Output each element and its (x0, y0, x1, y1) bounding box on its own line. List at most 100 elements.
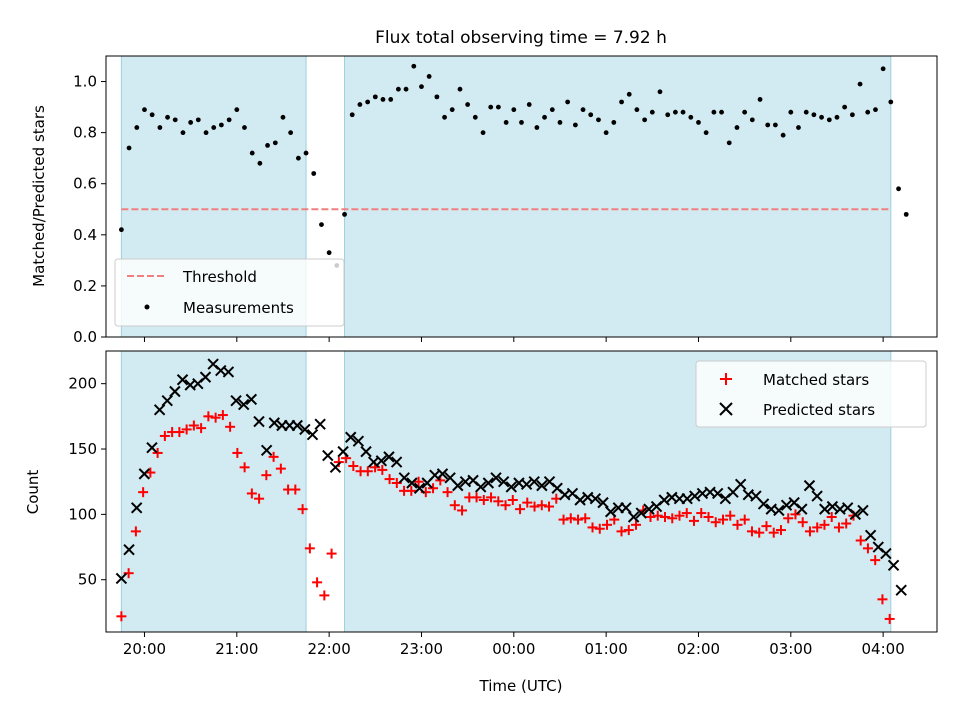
threshold-legend-label: Threshold (182, 268, 257, 286)
x-bar (559, 489, 571, 501)
figure-title: Flux total observing time = 7.92 h (375, 28, 667, 48)
measurement-point (596, 117, 601, 123)
measurement-point (642, 117, 648, 123)
ratio-x-ticks (143, 337, 884, 342)
x-bar (620, 502, 632, 514)
x-bar (872, 541, 884, 553)
predicted-star-marker (604, 506, 617, 518)
matched-star-marker (616, 526, 627, 537)
matched-star-marker (500, 500, 511, 511)
predicted-star-marker (375, 455, 388, 467)
predicted-star-marker (390, 456, 403, 468)
matched-star-marker (116, 611, 127, 622)
measurements-legend-marker (144, 304, 150, 310)
measurement-point (157, 125, 163, 130)
matched-star-marker (261, 470, 272, 481)
y-tick-label: 0.0 (73, 328, 97, 346)
x-bar (551, 482, 563, 494)
measurement-point (703, 130, 709, 136)
x-bar (750, 490, 762, 502)
x-bar (291, 419, 303, 432)
x-bar (696, 487, 709, 500)
x-bar (390, 456, 403, 468)
matched-star-marker (449, 500, 460, 511)
matched-stars-series (116, 410, 895, 624)
measurement-point (349, 112, 355, 118)
x-bar (864, 529, 877, 541)
matched-star-marker (188, 420, 199, 431)
x-bar (367, 456, 380, 468)
matched-star-marker (138, 487, 149, 498)
measurement-point (465, 102, 471, 107)
matched-star-marker (688, 515, 699, 526)
predicted-star-marker (689, 490, 701, 502)
count-y-label: Count (24, 470, 42, 515)
predicted-star-marker (796, 503, 808, 515)
x-bar (260, 444, 273, 457)
matched-star-marker (442, 487, 453, 498)
x-bar (245, 393, 258, 406)
x-bar (520, 478, 533, 491)
matched-star-marker (210, 412, 221, 423)
ratio-plot-frame (105, 55, 938, 338)
matched-star-marker (246, 488, 257, 499)
matched-star-marker (761, 521, 772, 532)
measurement-point (249, 150, 255, 156)
measurement-point (611, 120, 617, 125)
matched-star-marker (225, 421, 236, 432)
x-bar (819, 503, 831, 515)
x-bar (811, 490, 823, 502)
predicted-star-marker (360, 445, 372, 458)
x-bar (436, 468, 449, 480)
observation-windows (120, 55, 892, 338)
predicted-star-marker (475, 481, 487, 493)
x-bar (123, 543, 135, 556)
x-bar (337, 445, 349, 458)
x-bar (658, 494, 670, 506)
measurement-point (849, 112, 855, 118)
measurement-point (819, 114, 824, 120)
matched-star-marker (377, 464, 388, 475)
measurement-point (842, 104, 848, 110)
matched-star-marker (159, 430, 170, 441)
measurement-point (865, 109, 871, 115)
measurement-point (195, 117, 201, 123)
predicted-star-marker (497, 475, 510, 488)
x-bar (841, 502, 854, 514)
x-bar (375, 455, 388, 467)
x-bar (635, 507, 647, 519)
x-bar (490, 472, 502, 484)
measurement-point (757, 97, 763, 102)
matched-star-marker (833, 522, 844, 533)
measurement-point (880, 66, 886, 72)
x-bar (268, 417, 280, 429)
matched-star-marker (130, 526, 141, 537)
measurement-point (118, 227, 124, 233)
x-tick-label: 04:00 (862, 640, 905, 658)
measurement-point (480, 130, 486, 136)
measurement-point (311, 171, 317, 176)
measurement-point (672, 109, 678, 115)
x-bar (146, 442, 158, 454)
matched-star-marker (797, 517, 808, 528)
x-tick-label: 01:00 (585, 640, 628, 658)
x-bar (398, 472, 410, 484)
measurement-point (365, 99, 371, 105)
matched-star-marker (775, 525, 786, 536)
measurement-point (711, 109, 717, 115)
matched-star-marker (478, 494, 489, 505)
predicted-star-marker (803, 479, 816, 492)
matched-star-marker (754, 527, 765, 538)
predicted-star-marker (589, 492, 602, 505)
x-bar (329, 461, 342, 474)
matched-star-marker (457, 505, 468, 516)
matched-star-marker (674, 510, 685, 521)
x-bar (459, 475, 472, 488)
measurement-point (788, 109, 794, 115)
x-bar (788, 496, 800, 509)
x-bar (643, 503, 655, 515)
predicted-legend-label: Predicted stars (763, 401, 875, 419)
x-bar (589, 492, 602, 505)
ratio-y-axis: 0.0 0.2 0.4 0.6 0.8 1.0 (73, 73, 106, 346)
x-bar (627, 511, 640, 523)
